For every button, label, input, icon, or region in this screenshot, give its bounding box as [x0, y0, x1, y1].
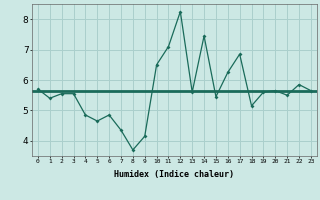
- X-axis label: Humidex (Indice chaleur): Humidex (Indice chaleur): [115, 170, 234, 179]
